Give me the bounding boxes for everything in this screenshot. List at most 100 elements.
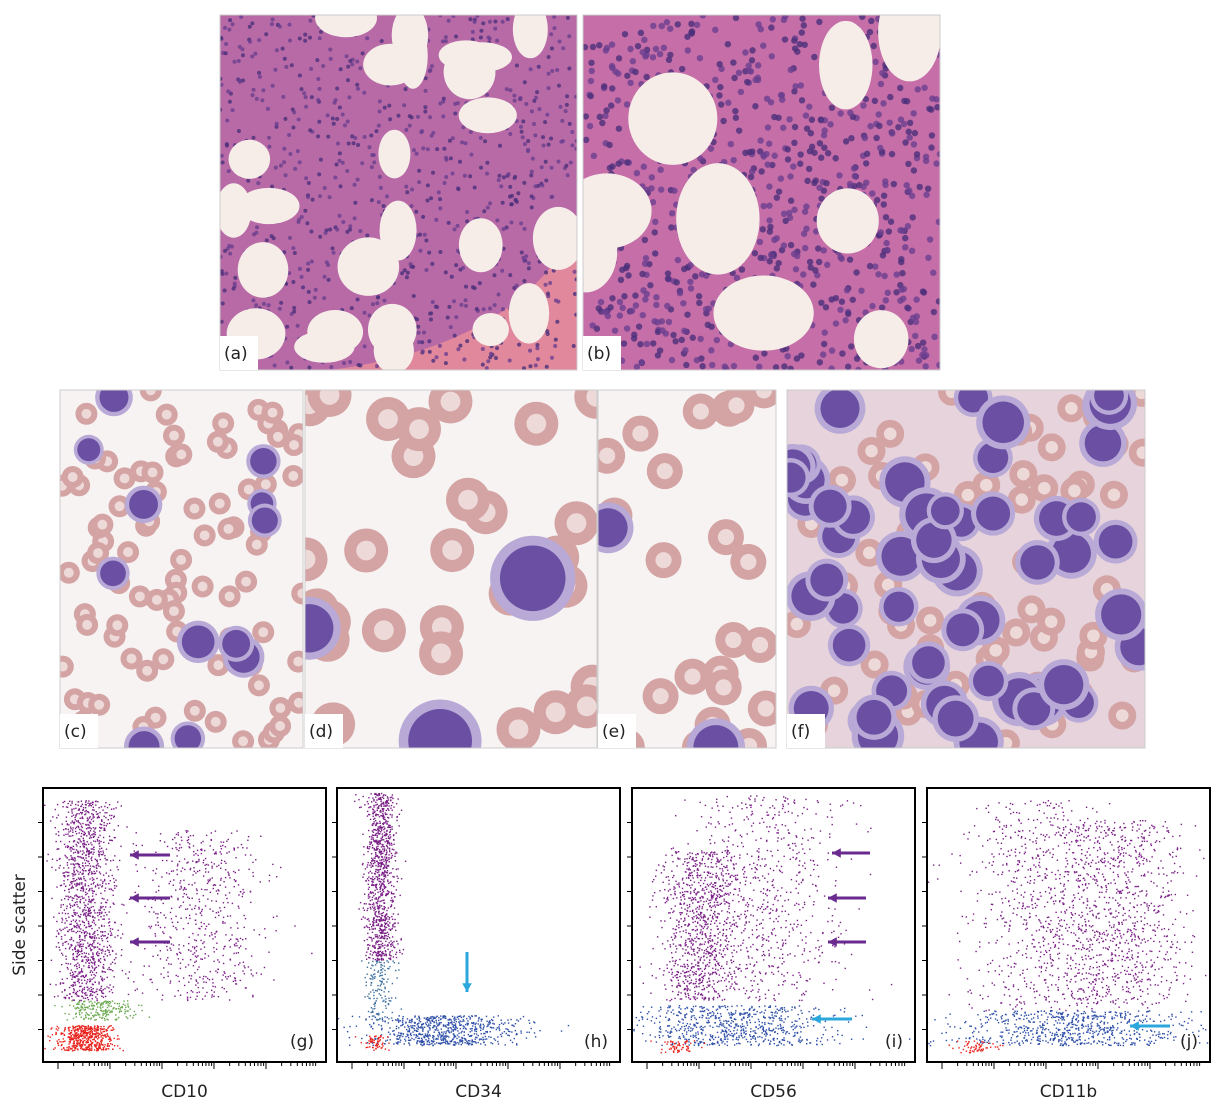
event-dot: [80, 1030, 82, 1033]
event-dot: [94, 1019, 96, 1021]
event-dot: [85, 1006, 88, 1009]
nucleus: [790, 163, 797, 170]
event-dot: [99, 1004, 102, 1007]
nucleus: [543, 282, 548, 287]
nucleus: [228, 251, 233, 256]
nucleus: [516, 191, 521, 196]
event-dot: [85, 915, 87, 917]
event-dot: [93, 977, 95, 979]
event-dot: [78, 1028, 80, 1030]
event-dot: [182, 977, 185, 979]
event-dot: [64, 1028, 66, 1030]
event-dot: [174, 995, 176, 997]
event-dot: [70, 822, 72, 824]
event-dot: [172, 884, 174, 886]
event-dot: [81, 991, 83, 993]
nucleus: [647, 282, 654, 289]
event-dot: [196, 892, 198, 895]
event-dot: [215, 852, 217, 855]
nucleus: [609, 85, 616, 92]
event-dot: [75, 955, 78, 958]
event-dot: [92, 853, 94, 855]
event-dot: [86, 932, 88, 934]
event-dot: [86, 841, 88, 843]
nucleus: [588, 59, 595, 66]
event-dot: [98, 842, 101, 844]
nucleus: [508, 273, 513, 278]
event-dot: [109, 1010, 112, 1013]
event-dot: [94, 858, 97, 860]
event-dot: [87, 1029, 89, 1031]
event-dot: [133, 850, 136, 852]
event-dot: [95, 893, 97, 896]
event-dot: [200, 848, 202, 851]
nucleus: [529, 109, 534, 114]
event-dot: [243, 891, 245, 893]
nucleus: [637, 341, 644, 348]
nucleus: [246, 178, 251, 183]
rbc-pallor: [740, 553, 757, 571]
nucleus: [369, 133, 374, 138]
event-dot: [98, 948, 101, 951]
nucleus: [867, 123, 874, 130]
nucleus: [875, 271, 882, 278]
event-dot: [159, 926, 162, 929]
nucleus: [574, 94, 577, 99]
event-dot: [204, 905, 207, 907]
nucleus: [619, 304, 626, 312]
event-dot: [220, 879, 222, 881]
event-dot: [86, 1041, 88, 1044]
event-dot: [82, 809, 84, 812]
event-dot: [87, 945, 90, 947]
nucleus: [933, 160, 940, 167]
event-dot: [117, 1007, 120, 1010]
event-dot: [74, 1047, 77, 1049]
nucleus: [485, 160, 490, 165]
cell-nucleus: [129, 489, 159, 519]
event-dot: [93, 833, 95, 835]
event-dot: [187, 999, 189, 1002]
nucleus: [550, 69, 555, 74]
event-dot: [77, 1033, 80, 1036]
nucleus: [402, 103, 407, 108]
nucleus: [732, 15, 740, 22]
nucleus: [330, 116, 335, 121]
event-dot: [81, 1006, 84, 1008]
event-dot: [68, 824, 70, 826]
event-dot: [105, 816, 107, 819]
event-dot: [196, 870, 199, 873]
event-dot: [98, 840, 101, 842]
event-dot: [106, 812, 108, 814]
nucleus: [409, 204, 414, 209]
event-dot: [144, 905, 146, 908]
event-dot: [188, 974, 191, 977]
event-dot: [175, 889, 177, 891]
nucleus: [328, 47, 333, 52]
event-dot: [90, 818, 93, 821]
event-dot: [97, 1048, 99, 1051]
event-dot: [102, 850, 104, 852]
event-dot: [66, 905, 68, 907]
event-dot: [91, 879, 94, 881]
event-dot: [195, 998, 197, 1000]
nucleus: [808, 116, 816, 123]
event-dot: [70, 945, 73, 947]
nucleus: [843, 287, 851, 294]
nucleus: [533, 363, 538, 368]
nucleus: [458, 343, 463, 348]
event-dot: [64, 947, 67, 950]
event-dot: [60, 884, 63, 886]
event-dot: [57, 1044, 60, 1047]
nucleus: [289, 365, 294, 370]
event-dot: [179, 962, 182, 964]
event-dot: [92, 1033, 95, 1035]
event-dot: [71, 897, 74, 899]
nucleus: [526, 266, 531, 271]
event-dot: [100, 978, 103, 981]
event-dot: [209, 879, 211, 882]
event-dot: [107, 1002, 109, 1004]
event-dot: [78, 808, 80, 810]
rbc-pallor: [374, 620, 394, 641]
event-dot: [87, 1041, 90, 1043]
event-dot: [182, 901, 185, 903]
